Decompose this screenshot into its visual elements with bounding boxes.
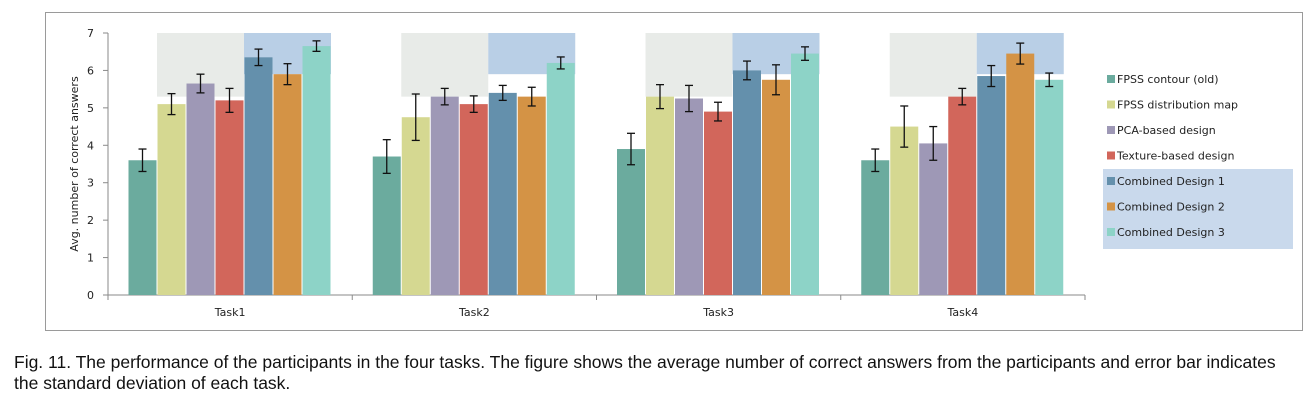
legend-highlight [1103, 169, 1293, 249]
bar [157, 104, 186, 295]
legend-swatch [1107, 75, 1115, 83]
category-label: Task4 [947, 306, 979, 319]
bar [948, 96, 977, 295]
bar [488, 92, 517, 295]
bar [244, 57, 273, 296]
bar [1006, 53, 1035, 296]
bar [646, 96, 674, 295]
figure-caption: Fig. 11. The performance of the particip… [14, 352, 1276, 393]
bar [675, 98, 703, 295]
y-tick-label: 0 [87, 289, 94, 302]
bar [704, 111, 732, 295]
legend-label: Combined Design 3 [1117, 226, 1225, 239]
group-bg-light [889, 33, 977, 97]
bar [215, 100, 244, 295]
bar [762, 79, 790, 296]
bar [733, 70, 761, 295]
legend-swatch [1107, 177, 1115, 185]
bar [186, 83, 215, 296]
figure: 0 1 2 3 4 5 6 7 Avg. number of correct answers Ta… [45, 12, 1303, 332]
y-tick-label: 6 [87, 64, 94, 77]
bar [791, 53, 819, 296]
legend-swatch [1107, 151, 1115, 160]
bar [459, 104, 488, 295]
y-tick-label: 5 [87, 102, 94, 115]
category-label: Task3 [702, 306, 734, 319]
bar-chart: 0 1 2 3 4 5 6 7 Avg. number of correct answers Ta… [45, 12, 1303, 331]
bar [861, 160, 890, 295]
bar [401, 117, 430, 295]
bar [977, 76, 1006, 296]
bar [546, 62, 575, 295]
y-tick-label: 7 [87, 27, 94, 40]
y-axis-title: Avg. number of correct answers [68, 76, 81, 252]
bar [919, 143, 948, 295]
legend-swatch [1107, 228, 1115, 236]
legend-label: Combined Design 2 [1117, 201, 1225, 214]
bar [128, 160, 157, 295]
bar [1035, 79, 1064, 296]
bar [517, 96, 546, 295]
category-label: Task1 [214, 306, 246, 319]
y-tick-label: 4 [87, 139, 94, 152]
y-tick-label: 3 [87, 177, 94, 190]
legend-label: PCA-based design [1117, 124, 1216, 137]
legend-swatch [1107, 202, 1115, 211]
legend-swatch [1107, 100, 1115, 109]
group-bg-light [401, 33, 489, 97]
bar [372, 156, 401, 295]
category-label: Task2 [458, 306, 490, 319]
y-tick-label: 1 [87, 252, 94, 265]
bar [430, 96, 459, 295]
legend-label: Texture-based design [1116, 150, 1234, 163]
y-tick-label: 2 [87, 214, 94, 227]
bar [273, 74, 302, 295]
legend-label: FPSS distribution map [1117, 99, 1238, 112]
bar [890, 126, 919, 295]
legend-label: Combined Design 1 [1117, 175, 1225, 188]
legend-label: FPSS contour (old) [1117, 73, 1219, 86]
bar [617, 149, 645, 295]
bar [302, 46, 331, 295]
legend-swatch [1107, 126, 1115, 134]
